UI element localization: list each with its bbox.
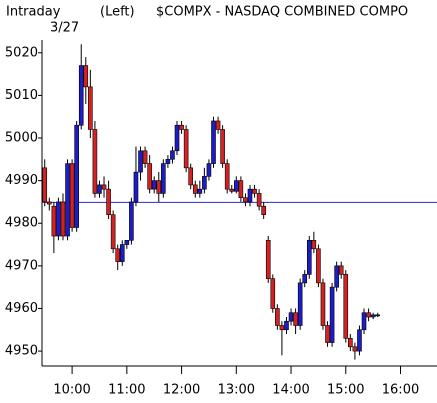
candle-body — [329, 286, 335, 343]
candle-body — [361, 312, 367, 331]
candle-body — [247, 188, 253, 203]
candle-body — [261, 205, 266, 216]
candle-body — [288, 312, 294, 322]
candle-body — [366, 312, 371, 318]
candle-body — [56, 201, 61, 237]
candle-body — [110, 214, 116, 250]
candle-body — [101, 184, 107, 190]
candle-body — [78, 65, 84, 126]
candle-body — [51, 205, 57, 237]
date-label: 3/27 — [50, 21, 79, 36]
candle-body — [370, 314, 376, 318]
y-tick-label: 4970 — [5, 258, 38, 273]
candle-body — [320, 282, 326, 326]
candle-body — [311, 239, 317, 250]
y-tick-label: 5000 — [5, 131, 38, 146]
x-tick-label: 10:00 — [53, 383, 90, 398]
period-label: Intraday — [6, 5, 61, 20]
candle-body — [142, 150, 148, 164]
candle-body — [234, 180, 239, 192]
candle-body — [65, 163, 70, 237]
candle-body — [88, 86, 93, 130]
candle-body — [375, 314, 381, 317]
candle-body — [238, 180, 244, 198]
candle-body — [133, 171, 139, 203]
candle-body — [188, 167, 193, 186]
candle-body — [224, 163, 230, 190]
candle-body — [151, 180, 157, 190]
candle-body — [229, 188, 235, 192]
candle-body — [270, 278, 276, 309]
y-tick-label: 4950 — [5, 344, 38, 359]
candle-body — [179, 124, 184, 130]
candle-body — [170, 150, 175, 160]
candle-body — [124, 239, 130, 245]
candle-body — [165, 159, 171, 164]
candle-body — [83, 65, 89, 88]
candle-body — [183, 129, 189, 169]
candle-body — [156, 180, 162, 194]
x-tick-label: 15:00 — [327, 383, 364, 398]
candle-body — [161, 163, 166, 194]
candle-body — [302, 274, 308, 284]
x-tick-label: 11:00 — [108, 383, 145, 398]
candle-body — [220, 129, 225, 164]
y-tick-label: 4980 — [5, 216, 38, 231]
candle-body — [211, 120, 216, 164]
candle-body — [206, 163, 212, 177]
candle-body — [275, 308, 280, 326]
candle-body — [293, 312, 298, 326]
candle-body — [343, 274, 349, 339]
candle-body — [243, 197, 248, 203]
candle-body — [60, 201, 66, 237]
y-tick-label: 4960 — [5, 301, 38, 316]
candle-body — [334, 265, 339, 288]
candle-body — [265, 239, 271, 279]
candle-body — [106, 188, 111, 216]
candle-body — [325, 325, 330, 343]
candle-body — [69, 163, 75, 228]
x-tick-label: 16:00 — [382, 383, 419, 398]
candle-body — [42, 167, 48, 203]
candle-body — [147, 163, 152, 190]
candle-body — [352, 346, 358, 352]
candle-body — [348, 338, 353, 348]
candle-body — [215, 120, 221, 130]
candle-body — [192, 184, 198, 194]
candle-body — [115, 248, 121, 262]
candle-body — [252, 188, 257, 194]
candle-body — [129, 201, 134, 241]
candle-body — [197, 188, 203, 194]
candle-body — [297, 282, 303, 326]
y-tick-label: 5010 — [5, 88, 38, 103]
axis-side-label: (Left) — [100, 5, 135, 20]
candle-body — [338, 265, 344, 275]
x-tick-label: 12:00 — [163, 383, 200, 398]
y-tick-label: 5020 — [5, 45, 38, 60]
candle-body — [138, 150, 143, 173]
candle-body — [74, 124, 79, 228]
candle-body — [306, 239, 312, 275]
candle-body — [174, 124, 180, 152]
candle-body — [119, 244, 125, 262]
candle-body — [97, 184, 102, 194]
candle-body — [279, 325, 285, 331]
x-tick-label: 13:00 — [218, 383, 255, 398]
candle-body — [256, 193, 262, 207]
candle-body — [92, 129, 98, 194]
y-tick-label: 4990 — [5, 173, 38, 188]
chart-title: $COMPX - NASDAQ COMBINED COMPO — [156, 5, 408, 20]
candle-body — [202, 176, 207, 190]
candle-body — [316, 248, 321, 284]
candle-body — [46, 201, 52, 205]
candle-body — [357, 329, 362, 352]
candle-body — [284, 320, 289, 331]
x-tick-label: 14:00 — [272, 383, 309, 398]
